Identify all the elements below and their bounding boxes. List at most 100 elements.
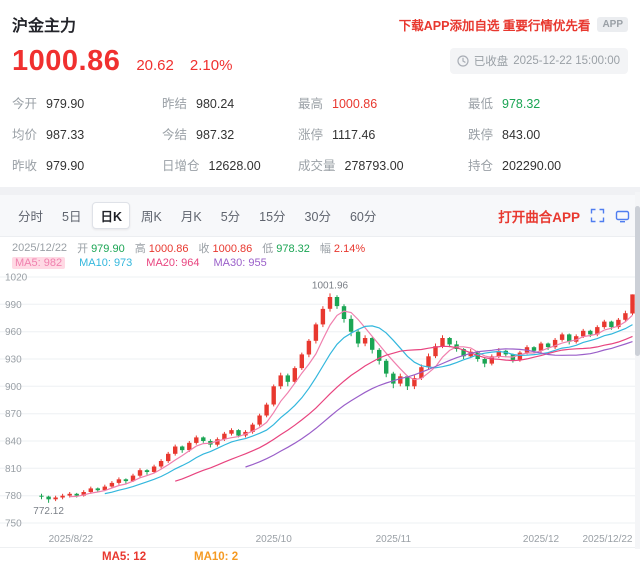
ma-legend: MA5: 982 MA10: 973 MA20: 964 MA30: 955	[0, 255, 640, 271]
candle-body	[123, 479, 129, 482]
candle-body	[229, 430, 234, 434]
volume-ma10-label: MA10: 2	[194, 551, 239, 563]
tab-30min[interactable]: 30分	[304, 210, 331, 224]
app-badge: APP	[597, 16, 628, 32]
candle-body	[187, 442, 192, 451]
candle-body	[137, 470, 143, 476]
ma-label-ma20: MA20: 964	[146, 257, 200, 269]
candle-body	[236, 430, 241, 436]
price-annotation: 772.12	[33, 506, 64, 517]
candle-body	[180, 446, 185, 451]
ohlc-item-value: 2025/12/22	[12, 242, 68, 254]
market-status-text: 已收盘	[473, 56, 509, 68]
ohlc-item-value: 979.90	[91, 243, 125, 255]
stat-label: 均价	[12, 128, 38, 142]
candle-body	[440, 338, 445, 347]
candle-body	[222, 433, 227, 440]
ohlc-item: 幅 2.14%	[320, 240, 365, 256]
x-axis-label: 2025/8/22	[49, 534, 94, 545]
ohlc-item: 2025/12/22	[12, 242, 67, 254]
tab-weekly-k[interactable]: 周K	[141, 210, 162, 224]
stat-value: 979.90	[46, 159, 85, 173]
y-axis-label: 810	[5, 464, 22, 475]
tab-5min[interactable]: 5分	[220, 210, 241, 224]
tab-monthly-k[interactable]: 月K	[180, 210, 202, 224]
landscape-mode-icon[interactable]	[615, 208, 630, 223]
interval-tabs: 分时 5日 日K 周K 月K 5分 15分 30分 60分	[10, 202, 387, 229]
candle-body	[285, 375, 290, 382]
candle-body	[355, 331, 361, 344]
candle-body	[595, 327, 600, 335]
ohlc-item-label: 幅	[319, 243, 331, 255]
candle-body	[348, 318, 354, 332]
candle-body	[313, 324, 319, 341]
stat-label: 今开	[12, 97, 38, 111]
x-axis-label: 2025/12/22	[582, 534, 632, 545]
stat-label: 日增仓	[162, 159, 200, 173]
stat-value: 1000.86	[332, 97, 378, 111]
candle-body	[53, 497, 58, 500]
stat-value: 12628.00	[208, 159, 261, 173]
y-axis-label: 900	[5, 382, 22, 393]
candle-body	[130, 475, 136, 482]
candle-body	[588, 330, 593, 335]
promo: 下载APP添加自选 重要行情优先看 APP	[399, 15, 628, 34]
y-axis-label: 990	[5, 300, 22, 311]
candle-body	[215, 439, 220, 445]
stat-value: 278793.00	[344, 159, 404, 173]
candle-body	[574, 336, 579, 342]
tab-minute[interactable]: 分时	[18, 210, 44, 224]
tab-60min[interactable]: 60分	[349, 210, 377, 224]
candle-body	[144, 470, 150, 472]
candle-body	[327, 297, 333, 309]
price-change: 20.62	[136, 57, 174, 74]
tab-15min[interactable]: 15分	[259, 210, 286, 224]
y-axis-label: 780	[5, 491, 22, 502]
candlestick-chart[interactable]: 750 780 810 840 870 900 930 960 990 1020 1001.96 77…	[0, 271, 640, 547]
last-price: 1000.86	[12, 45, 121, 77]
ma-label-ma10: MA10: 973	[79, 257, 133, 269]
ohlc-item: 低 978.32	[262, 240, 310, 256]
promo-link[interactable]: 下载APP添加自选 重要行情优先看	[398, 18, 591, 33]
clock-icon	[457, 55, 469, 67]
fullscreen-icon[interactable]	[590, 208, 605, 223]
y-axis-label: 870	[5, 409, 22, 420]
stat-label: 最低	[468, 97, 494, 111]
ma-label-ma5: MA5: 982	[12, 257, 66, 269]
candle-body	[567, 334, 572, 342]
tab-daily-k[interactable]: 日K	[92, 202, 130, 229]
candle-body	[616, 319, 621, 328]
candle-body	[116, 479, 122, 483]
stat-cell: 今结 987.32	[162, 127, 298, 144]
volume-ma5-label: MA5: 12	[102, 551, 147, 563]
candle-body	[46, 496, 51, 500]
candle-body	[559, 334, 565, 340]
quote-timestamp: 2025-12-22 15:00:00	[513, 55, 620, 67]
candle-body	[609, 321, 614, 328]
ohlc-item-label: 低	[262, 243, 274, 255]
candle-body	[334, 297, 340, 307]
candle-body	[320, 308, 326, 325]
candle-body	[81, 492, 86, 496]
y-axis-label: 960	[5, 327, 22, 338]
stat-label: 昨结	[162, 97, 188, 111]
stat-cell: 最低 978.32	[468, 96, 628, 113]
candle-body	[468, 351, 473, 357]
scrollbar[interactable]	[635, 192, 640, 549]
y-axis-label: 930	[5, 355, 22, 366]
ma-line-ma5	[69, 310, 633, 498]
stat-value: 978.32	[502, 97, 541, 111]
candle-body	[88, 488, 93, 492]
candle-body	[166, 453, 171, 462]
y-axis-label: 840	[5, 437, 22, 448]
candle-body	[158, 461, 164, 467]
candle-body	[391, 373, 396, 384]
open-app-link[interactable]: 打开曲合APP	[498, 209, 580, 225]
tab-5day[interactable]: 5日	[62, 210, 82, 224]
candle-body	[412, 378, 417, 387]
candle-body	[257, 415, 262, 425]
stat-cell: 成交量 278793.00	[298, 158, 468, 175]
candle-body	[384, 360, 389, 374]
scrollbar-thumb[interactable]	[635, 206, 640, 356]
